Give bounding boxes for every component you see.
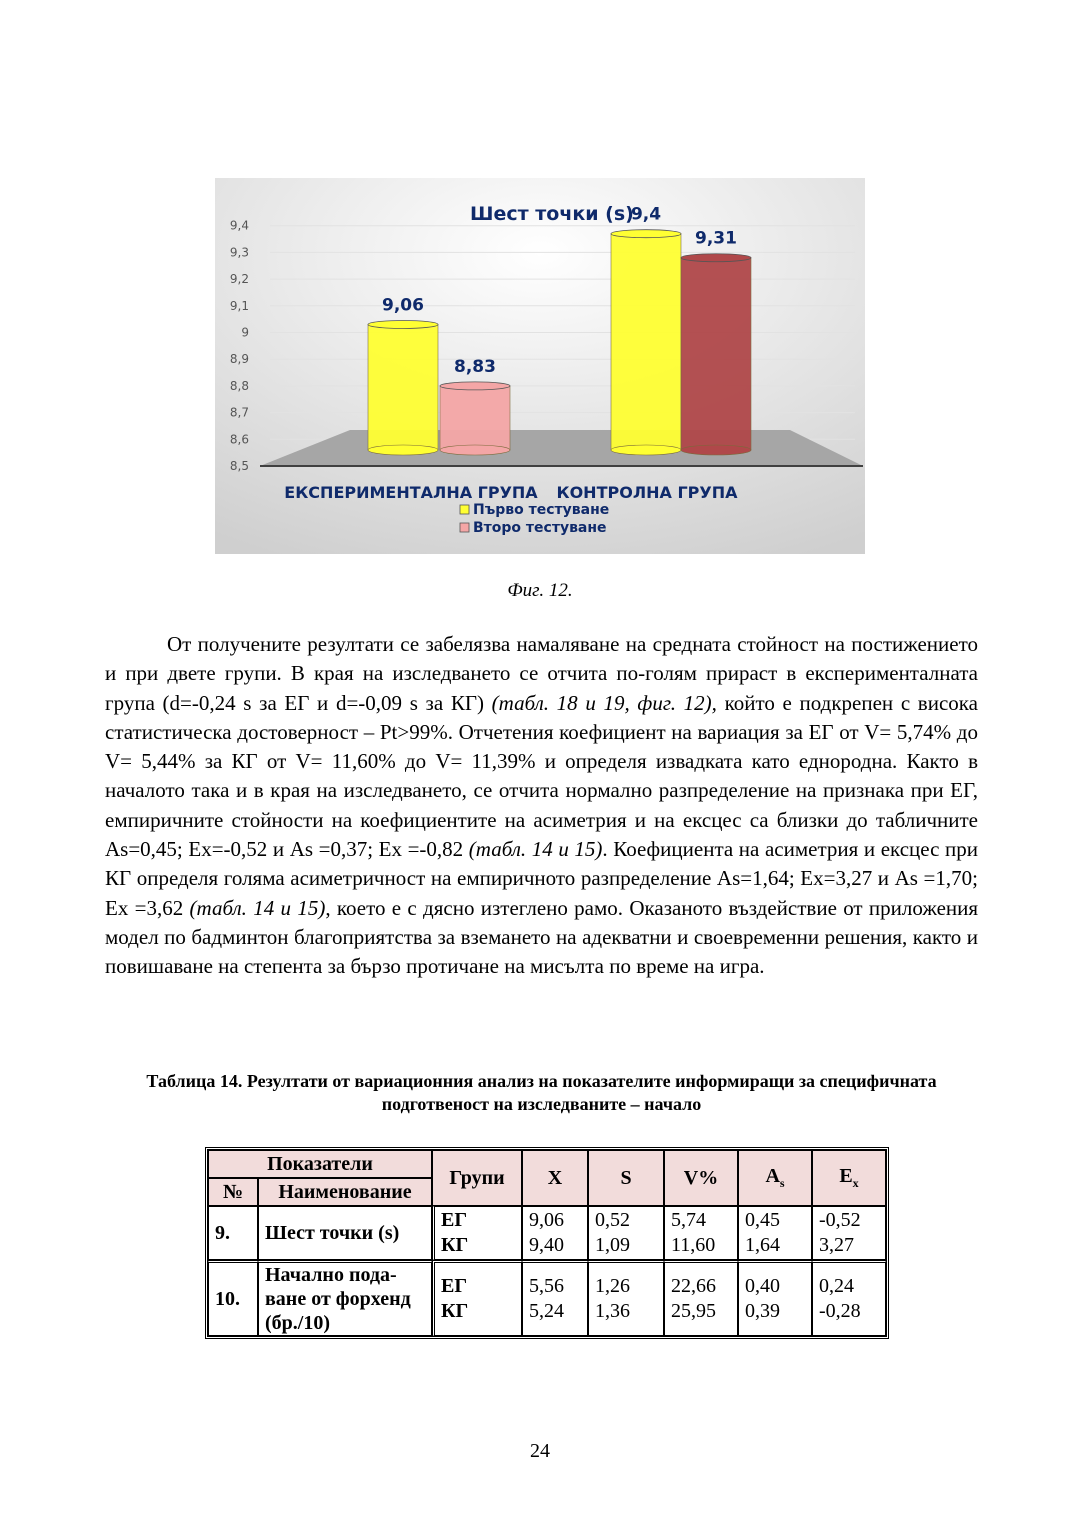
y-tick-label: 8,5 bbox=[230, 459, 249, 473]
data-label: 9,4 bbox=[631, 205, 661, 225]
bar-bottom bbox=[367, 444, 439, 456]
cell-as: 0,40 0,39 bbox=[738, 1260, 812, 1336]
bar-top bbox=[367, 320, 439, 329]
cell-as: 0,45 1,64 bbox=[738, 1206, 812, 1260]
cell-no: 9. bbox=[208, 1206, 258, 1260]
paragraph-segment: , което е с дясно изтеглено рамо. Оказан… bbox=[105, 895, 979, 979]
chart-floor bbox=[260, 430, 863, 466]
cell-v: 22,66 25,95 bbox=[664, 1260, 738, 1336]
figure-caption: Фиг. 12. bbox=[507, 580, 573, 601]
bar-bottom bbox=[680, 444, 752, 456]
cell-groups: ЕГ КГ bbox=[432, 1260, 522, 1336]
header-groups: Групи bbox=[432, 1150, 522, 1206]
paragraph-segment: (табл. 14 и 15) bbox=[468, 837, 603, 862]
cell-v: 5,74 11,60 bbox=[664, 1206, 738, 1260]
cell-ex: 0,24 -0,28 bbox=[812, 1260, 886, 1336]
y-tick-label: 8,6 bbox=[230, 432, 249, 446]
cell-name: Начално пода- ване от форхенд (бр./10) bbox=[258, 1260, 432, 1336]
paragraph-segment: (табл. 18 и 19, фиг. 12), bbox=[491, 690, 717, 715]
paragraph-segment: . Коефициента на асиметрия и ексцес при … bbox=[105, 837, 978, 920]
y-tick-label: 9,1 bbox=[230, 299, 249, 313]
cell-groups: ЕГ КГ bbox=[432, 1206, 522, 1260]
header-s: S bbox=[588, 1150, 664, 1206]
header-indicators: Показатели bbox=[208, 1150, 432, 1178]
page-number: 24 bbox=[530, 1440, 550, 1462]
cell-s: 1,26 1,36 bbox=[588, 1260, 664, 1336]
paragraph-segment: (табл. 14 и 15) bbox=[189, 895, 326, 920]
y-tick-label: 8,7 bbox=[230, 406, 249, 420]
y-tick-label: 9,4 bbox=[230, 219, 249, 233]
legend-label: Първо тестуване bbox=[473, 502, 609, 518]
y-tick-label: 9,3 bbox=[230, 245, 249, 259]
cell-name: Шест точки (s) bbox=[258, 1206, 432, 1260]
y-tick-label: 9,2 bbox=[230, 272, 249, 286]
header-name: Наименование bbox=[258, 1178, 432, 1206]
bar-cylinder bbox=[610, 233, 682, 451]
y-tick-label: 8,8 bbox=[230, 379, 249, 393]
x-category-label: КОНТРОЛНА ГРУПА bbox=[557, 483, 739, 502]
header-v: V% bbox=[664, 1150, 738, 1206]
chart-title: Шест точки (s) bbox=[470, 203, 634, 225]
bar-top bbox=[680, 253, 752, 263]
bar-cylinder bbox=[439, 385, 511, 451]
cell-x: 9,06 9,40 bbox=[522, 1206, 588, 1260]
y-tick-label: 8,9 bbox=[230, 352, 249, 366]
paragraph-segment: който е подкрепен с висока статистическа… bbox=[105, 690, 978, 862]
x-category-label: ЕКСПЕРИМЕНТАЛНА ГРУПА bbox=[284, 483, 538, 502]
legend-swatch bbox=[459, 522, 470, 533]
table-row: 9. Шест точки (s) ЕГ КГ 9,06 9,40 0,52 1,09 5… bbox=[208, 1206, 886, 1260]
bar-top bbox=[439, 381, 511, 391]
legend-swatch bbox=[459, 504, 470, 515]
legend-label: Второ тестуване bbox=[473, 520, 607, 536]
bar-chart: 8,5 8,6 8,7 8,8 8,9 9 9,1 9,2 9,3 9,4 9,06 9,4 8,83 9… bbox=[215, 178, 865, 554]
y-tick-label: 9 bbox=[241, 326, 249, 340]
bar-cylinder bbox=[367, 324, 439, 451]
header-x: X bbox=[522, 1150, 588, 1206]
bar-top bbox=[610, 229, 682, 239]
data-label: 9,06 bbox=[382, 295, 424, 315]
cell-no: 10. bbox=[208, 1260, 258, 1336]
cell-s: 0,52 1,09 bbox=[588, 1206, 664, 1260]
header-no: № bbox=[208, 1178, 258, 1206]
data-label: 9,31 bbox=[695, 229, 737, 249]
table-row: 10. Начално пода- ване от форхенд (бр./10… bbox=[208, 1260, 886, 1336]
bar-cylinder bbox=[680, 257, 752, 451]
cell-ex: -0,52 3,27 bbox=[812, 1206, 886, 1260]
paragraph-segment: От получените резултати се забелязва нам… bbox=[105, 632, 978, 715]
table-caption: Таблица 14. Резултати от вариационния ан… bbox=[146, 1071, 937, 1114]
results-table: Показатели Групи X S V% As Ex № Наименов… bbox=[205, 1147, 889, 1339]
bar-bottom bbox=[610, 444, 682, 456]
header-as: As bbox=[738, 1150, 812, 1206]
data-label: 8,83 bbox=[454, 357, 496, 377]
chart-background bbox=[215, 178, 865, 554]
cell-x: 5,56 5,24 bbox=[522, 1260, 588, 1336]
body-paragraph: От получените резултати се забелязва нам… bbox=[105, 630, 978, 982]
header-ex: Ex bbox=[812, 1150, 886, 1206]
bar-bottom bbox=[439, 444, 511, 456]
